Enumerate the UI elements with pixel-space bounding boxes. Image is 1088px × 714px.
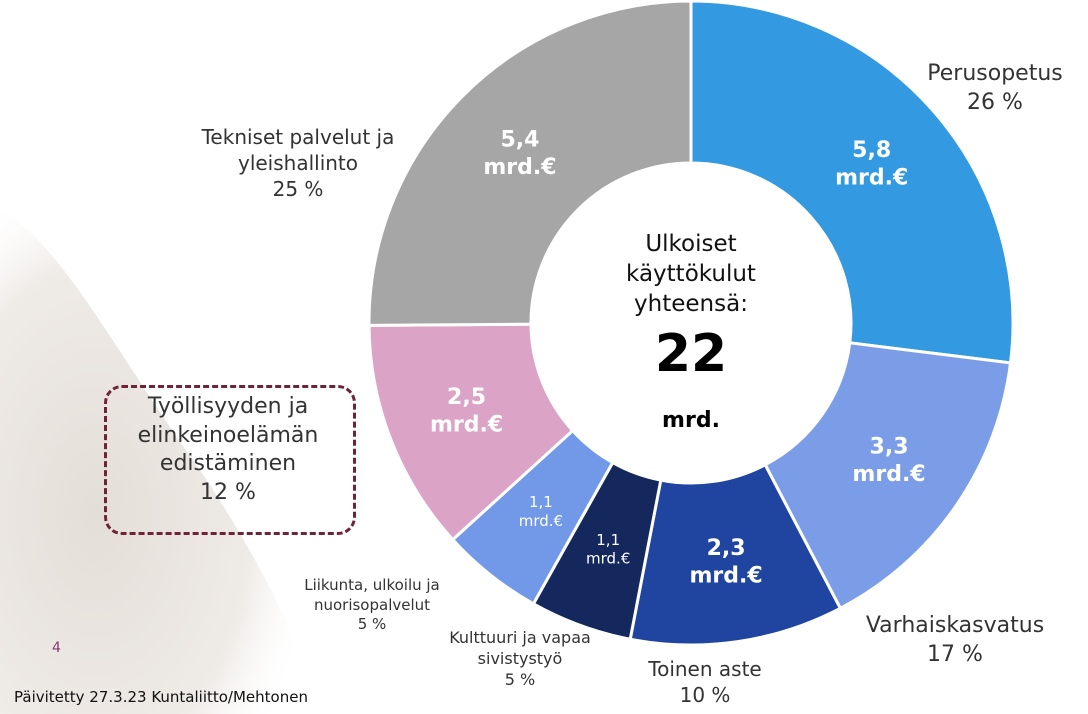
value-unit: mrd.€ (835, 165, 908, 190)
category-name: Tekniset palvelut ja yleishallinto (201, 125, 395, 175)
value-number: 1,1 (529, 493, 553, 511)
value-number: 5,8 (852, 138, 891, 163)
share-label: 5 % (357, 615, 387, 633)
category-name: Työllisyyden ja elinkeinoelämän edistämi… (137, 394, 319, 477)
center-title: Ulkoiset käyttökulut yhteensä: (626, 231, 756, 317)
category-label: Varhaiskasvatus 17 % (835, 612, 1075, 669)
category-label: Liikunta, ulkoilu ja nuorisopalvelut 5 % (277, 576, 467, 635)
share-label: 5 % (504, 669, 536, 689)
category-name: Liikunta, ulkoilu ja nuorisopalvelut (304, 576, 440, 614)
page-number: 4 (52, 640, 61, 656)
value-unit: mrd.€ (689, 563, 762, 588)
background-texture (0, 210, 320, 714)
category-label: Kulttuuri ja vapaa sivistystyö 5 % (430, 628, 610, 690)
category-name: Toinen aste (648, 657, 762, 681)
category-name: Perusopetus (927, 61, 1063, 86)
category-label: Toinen aste 10 % (605, 656, 805, 708)
value-label: 3,3 mrd.€ (852, 435, 925, 488)
category-label: Perusopetus 26 % (895, 60, 1088, 117)
value-number: 5,4 (500, 128, 539, 153)
value-label: 2,5 mrd.€ (430, 385, 503, 438)
category-name: Kulttuuri ja vapaa sivistystyö (449, 628, 591, 668)
share-label: 12 % (200, 479, 256, 505)
value-label: 5,8 mrd.€ (835, 138, 908, 191)
category-label: Työllisyyden ja elinkeinoelämän edistämi… (116, 393, 341, 507)
value-unit: mrd.€ (483, 155, 556, 180)
share-label: 25 % (272, 177, 324, 201)
value-number: 2,5 (447, 385, 486, 410)
value-unit: mrd.€ (852, 462, 925, 487)
value-label: 1,1 mrd.€ (586, 531, 630, 568)
slice (689, 0, 1015, 365)
value-unit: mrd.€ (586, 550, 630, 568)
value-label: 2,3 mrd.€ (689, 536, 762, 589)
value-unit: mrd.€ (519, 512, 563, 530)
category-label: Tekniset palvelut ja yleishallinto 25 % (173, 124, 423, 202)
slice (367, 0, 693, 327)
highlight-box (104, 385, 356, 535)
value-unit: mrd.€ (430, 413, 503, 438)
value-number: 1,1 (596, 531, 620, 549)
value-number: 3,3 (870, 435, 909, 460)
value-label: 5,4 mrd.€ (483, 128, 556, 181)
total-unit: mrd. (662, 408, 720, 433)
share-label: 10 % (679, 683, 731, 707)
share-label: 17 % (927, 641, 983, 667)
value-label: 1,1 mrd.€ (519, 493, 563, 530)
category-name: Varhaiskasvatus (865, 613, 1045, 638)
slice (763, 341, 1013, 611)
value-number: 2,3 (707, 536, 746, 561)
share-label: 26 % (967, 89, 1023, 115)
footer: Päivitetty 27.3.23 Kuntaliitto/Mehtonen (14, 688, 308, 706)
total: 22 (655, 324, 727, 384)
